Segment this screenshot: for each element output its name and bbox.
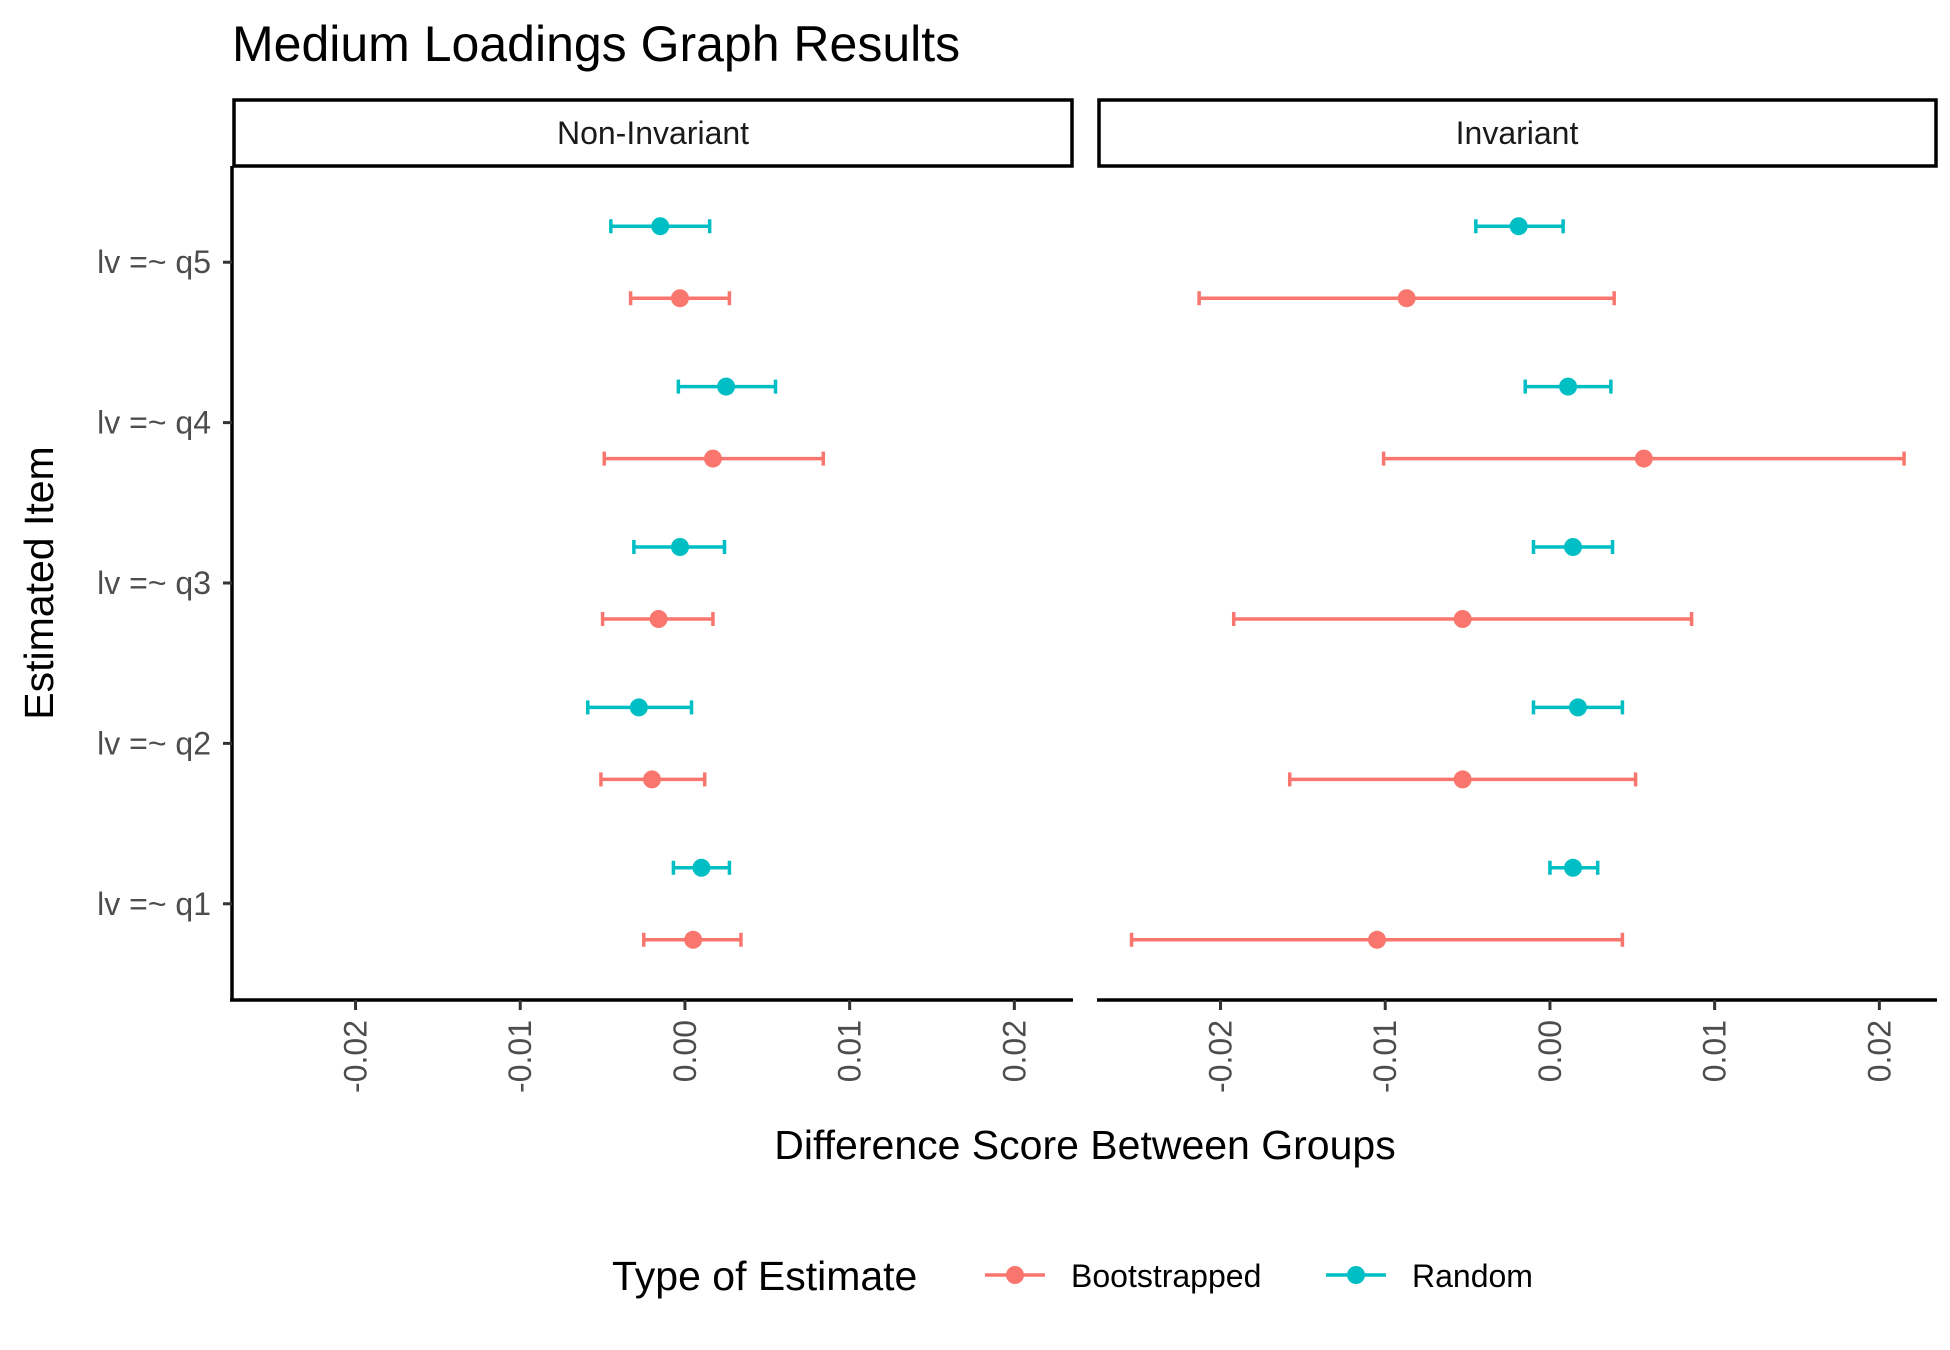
point bbox=[649, 610, 668, 628]
x-tick-label: 0.00 bbox=[1532, 1020, 1568, 1082]
point-range-non-invariant-bootstrapped-lv-q4 bbox=[602, 449, 826, 468]
point-range-non-invariant-random-lv-q4 bbox=[676, 377, 778, 396]
point-range-non-invariant-random-lv-q5 bbox=[609, 217, 712, 236]
point-range-non-invariant-random-lv-q3 bbox=[632, 538, 727, 556]
point-range-non-invariant-bootstrapped-lv-q3 bbox=[600, 610, 715, 628]
y-tick-label: lv =~ q4 bbox=[97, 405, 211, 441]
point bbox=[1564, 538, 1582, 556]
point-range-invariant-random-lv-q4 bbox=[1523, 377, 1613, 396]
x-tick-label: -0.02 bbox=[1203, 1020, 1239, 1093]
point bbox=[629, 698, 648, 717]
point-range-invariant-random-lv-q2 bbox=[1531, 698, 1625, 717]
point bbox=[1453, 610, 1472, 628]
legend-item-bootstrapped: Bootstrapped bbox=[985, 1258, 1261, 1294]
point bbox=[651, 217, 670, 236]
x-axis-non-invariant: -0.02 -0.01 0.00 0.01 0.02 bbox=[338, 1000, 1032, 1093]
point bbox=[671, 289, 689, 308]
y-tick-label: lv =~ q5 bbox=[97, 244, 211, 280]
point-range-invariant-bootstrapped-lv-q1 bbox=[1129, 930, 1625, 949]
point bbox=[703, 449, 722, 468]
strip-invariant bbox=[1097, 98, 1938, 168]
x-tick-label: -0.01 bbox=[1367, 1020, 1403, 1093]
legend-key-point-bootstrapped bbox=[1006, 1266, 1024, 1284]
x-tick-label: 0.02 bbox=[1861, 1020, 1897, 1082]
panel-invariant: Invariant bbox=[1097, 98, 1938, 1002]
legend-label-random: Random bbox=[1412, 1258, 1533, 1294]
x-tick-label: 0.02 bbox=[996, 1020, 1032, 1082]
point-range-invariant-random-lv-q1 bbox=[1548, 858, 1600, 877]
point bbox=[1568, 698, 1587, 717]
point bbox=[643, 770, 661, 789]
x-tick-label: 0.01 bbox=[1697, 1020, 1733, 1082]
point bbox=[1368, 930, 1386, 949]
strip-non-invariant bbox=[232, 98, 1074, 168]
point bbox=[692, 858, 711, 877]
point bbox=[1634, 449, 1653, 468]
point-range-invariant-random-lv-q3 bbox=[1531, 538, 1615, 556]
point-range-non-invariant-bootstrapped-lv-q2 bbox=[599, 770, 707, 789]
strip-label-invariant: Invariant bbox=[1456, 115, 1579, 151]
point-range-non-invariant-bootstrapped-lv-q1 bbox=[642, 930, 743, 949]
point-range-invariant-bootstrapped-lv-q5 bbox=[1197, 289, 1616, 308]
point bbox=[1509, 217, 1528, 236]
panel-non-invariant: Non-Invariant bbox=[230, 98, 1074, 1002]
y-tick-label: lv =~ q2 bbox=[97, 725, 211, 761]
plot-area-non-invariant bbox=[586, 217, 826, 949]
point-range-invariant-bootstrapped-lv-q2 bbox=[1287, 770, 1638, 789]
x-tick-label: -0.01 bbox=[502, 1020, 538, 1093]
point-range-invariant-random-lv-q5 bbox=[1474, 217, 1565, 236]
x-tick-label: -0.02 bbox=[338, 1020, 374, 1093]
legend-item-random: Random bbox=[1326, 1258, 1533, 1294]
chart-title: Medium Loadings Graph Results bbox=[232, 16, 960, 72]
legend-key-point-random bbox=[1347, 1266, 1365, 1284]
x-axis-invariant: -0.02 -0.01 0.00 0.01 0.02 bbox=[1203, 1000, 1897, 1093]
point bbox=[717, 377, 736, 396]
point-range-non-invariant-random-lv-q2 bbox=[586, 698, 694, 717]
legend-title: Type of Estimate bbox=[612, 1253, 917, 1299]
plot-area-invariant bbox=[1129, 217, 1906, 949]
point-range-invariant-bootstrapped-lv-q4 bbox=[1381, 449, 1906, 468]
y-axis: lv =~ q1 lv =~ q2 lv =~ q3 lv =~ q4 lv =~ q5 bbox=[97, 244, 232, 922]
y-tick-label: lv =~ q3 bbox=[97, 565, 211, 601]
x-tick-label: 0.00 bbox=[667, 1020, 703, 1082]
strip-label-non-invariant: Non-Invariant bbox=[557, 115, 749, 151]
legend-label-bootstrapped: Bootstrapped bbox=[1071, 1258, 1261, 1294]
point bbox=[1397, 289, 1416, 308]
point bbox=[1564, 858, 1582, 877]
y-axis-title: Estimated Item bbox=[16, 446, 62, 719]
legend: Type of Estimate Bootstrapped Random bbox=[612, 1253, 1533, 1299]
point bbox=[1453, 770, 1472, 789]
point bbox=[1559, 377, 1578, 396]
point bbox=[671, 538, 689, 556]
point-range-non-invariant-bootstrapped-lv-q5 bbox=[628, 289, 732, 308]
point bbox=[684, 930, 703, 949]
point-range-invariant-bootstrapped-lv-q3 bbox=[1231, 610, 1694, 628]
point-range-non-invariant-random-lv-q1 bbox=[671, 858, 732, 877]
y-tick-label: lv =~ q1 bbox=[97, 886, 211, 922]
x-tick-label: 0.01 bbox=[832, 1020, 868, 1082]
x-axis-title: Difference Score Between Groups bbox=[774, 1122, 1395, 1168]
